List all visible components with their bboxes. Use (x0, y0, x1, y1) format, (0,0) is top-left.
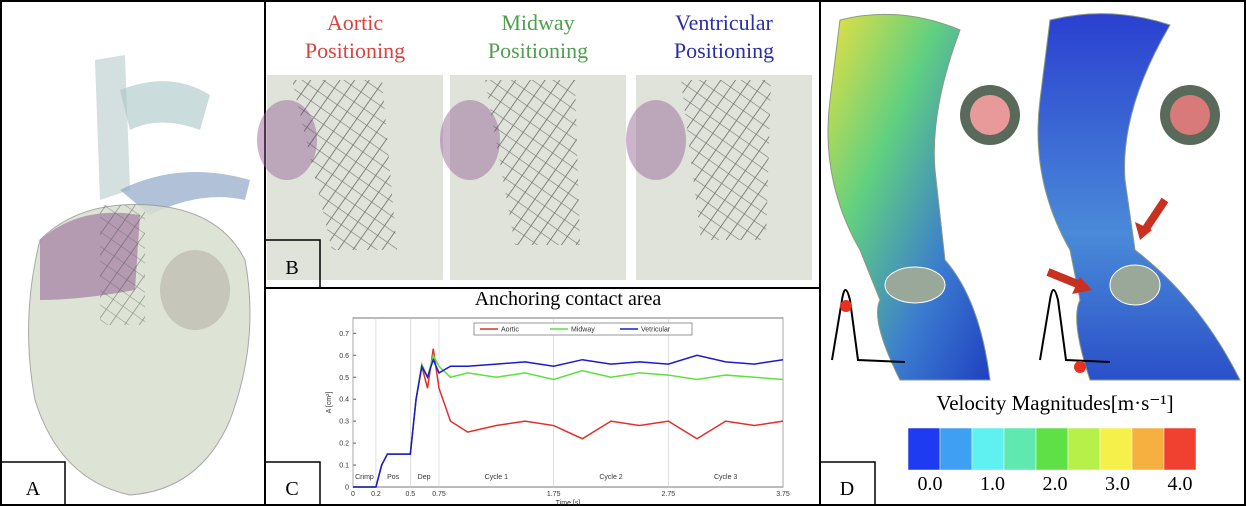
phase-label: Crimp (355, 474, 374, 481)
x-tick-label: 0.75 (432, 491, 446, 498)
x-tick-label: 1.75 (547, 491, 561, 498)
panel-label: A (26, 478, 41, 500)
panel-label: C (285, 478, 298, 500)
phase-label: Dep (418, 474, 431, 481)
colorbar-cell (1100, 428, 1132, 470)
y-axis-label: A [cm²] (326, 392, 333, 414)
colorbar-label: 0.0 (918, 473, 943, 495)
y-tick-label: 0.3 (339, 419, 349, 426)
x-axis-label: Time [s] (556, 500, 581, 506)
phase-label: Pos (387, 474, 400, 481)
colorbar-cell (1164, 428, 1196, 470)
y-tick-label: 0.6 (339, 353, 349, 360)
y-tick-label: 0.4 (339, 397, 349, 404)
x-tick-label: 0.2 (371, 491, 381, 498)
view-title: Ventricular (675, 10, 773, 35)
colorbar: 0.0 1.0 2.0 3.0 4.0 (908, 428, 1196, 495)
x-tick-label: 2.75 (662, 491, 676, 498)
flow-illustration (828, 14, 1240, 380)
colorbar-label: 2.0 (1043, 473, 1068, 495)
y-tick-label: 0.1 (339, 463, 349, 470)
chart-title: Anchoring contact area (475, 288, 662, 310)
phase-label: Cycle 2 (599, 474, 622, 481)
x-tick-label: 0 (351, 491, 355, 498)
colorbar-cell (1036, 428, 1068, 470)
positioning-views: Aortic Positioning Midway Positioning Ventri… (257, 10, 812, 280)
view-title: Positioning (674, 38, 774, 63)
phase-label: Cycle 1 (485, 474, 508, 481)
view-title: Positioning (305, 38, 405, 63)
view-title: Positioning (488, 38, 588, 63)
legend-label: Vetricular (641, 327, 671, 334)
legend-label: Aortic (501, 327, 519, 334)
tissue (626, 100, 686, 180)
colorbar-cell (972, 428, 1004, 470)
heart-illustration (29, 55, 250, 495)
phase-label: Cycle 3 (714, 474, 737, 481)
plot-area (353, 318, 783, 487)
colorbar-cell (940, 428, 972, 470)
x-tick-label: 0.5 (405, 491, 415, 498)
colorbar-cell (1068, 428, 1100, 470)
legend-label: Midway (571, 327, 595, 334)
colorbar-cell (1132, 428, 1164, 470)
panel-label: D (840, 478, 854, 500)
y-tick-label: 0.2 (339, 441, 349, 448)
chart: 0 0.1 0.2 0.3 0.4 0.5 0.6 0.7 0 0.2 0.5 0.75 1.75 2.7… (326, 318, 790, 506)
view-title: Midway (501, 10, 574, 35)
colorbar-title: Velocity Magnitudes[m·s⁻¹] (936, 391, 1173, 415)
colorbar-cell (908, 428, 940, 470)
colorbar-label: 4.0 (1168, 473, 1193, 495)
y-tick-label: 0.7 (339, 331, 349, 338)
view-title: Aortic (327, 10, 383, 35)
figure: A Aortic Positioning Midway Positioning Vent… (0, 0, 1246, 506)
colorbar-label: 3.0 (1105, 473, 1130, 495)
panel-label: B (285, 257, 298, 279)
colorbar-label: 1.0 (980, 473, 1005, 495)
y-tick-label: 0.5 (339, 375, 349, 382)
y-tick-label: 0 (345, 485, 349, 492)
colorbar-cell (1004, 428, 1036, 470)
x-tick-label: 3.75 (776, 491, 790, 498)
